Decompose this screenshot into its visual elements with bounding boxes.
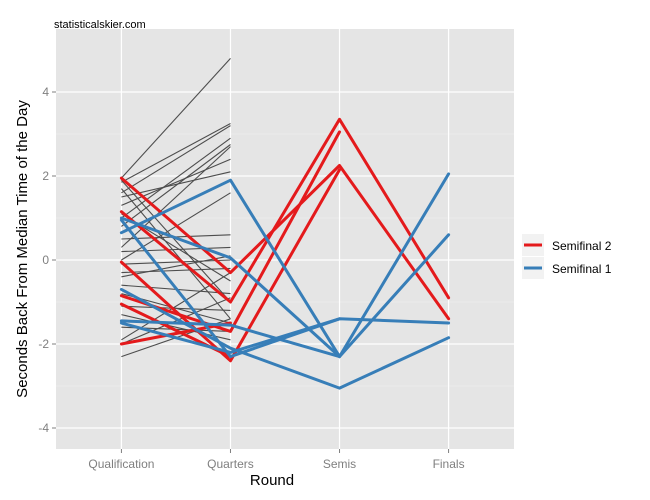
background-line	[121, 125, 231, 194]
y-tick-label: -4	[38, 421, 49, 435]
series-line-semifinal2	[119, 168, 341, 363]
y-tick-label: 4	[42, 85, 49, 99]
background-line	[121, 259, 231, 265]
series-line-semifinal1	[119, 172, 451, 359]
background-line	[121, 137, 231, 219]
y-tick-label: 0	[42, 253, 49, 267]
x-tick-label: Qualification	[88, 457, 154, 471]
background-line	[121, 146, 231, 248]
series-line-semifinal1	[119, 287, 451, 390]
background-line	[121, 158, 231, 206]
series-line-semifinal2	[119, 321, 232, 346]
series-line-semifinal1	[119, 317, 341, 354]
background-line	[120, 58, 231, 179]
background-line	[121, 255, 231, 278]
x-axis: Qualification Quarters Semis Finals	[88, 449, 465, 471]
x-tick-label: Finals	[433, 457, 465, 471]
series-line-semifinal1	[119, 178, 451, 359]
background-line	[121, 246, 231, 253]
background-lines	[120, 58, 231, 358]
series-line-semifinal2	[119, 164, 451, 321]
series-line-semifinal2	[119, 117, 451, 304]
background-line	[121, 123, 231, 183]
series-lines	[119, 117, 451, 390]
y-axis-title: Seconds Back From Median Time of the Day	[14, 100, 31, 398]
background-line	[121, 305, 231, 311]
series-line-semifinal1	[119, 319, 341, 359]
y-tick-label: 2	[42, 169, 49, 183]
x-axis-title: Round	[250, 472, 294, 489]
x-tick-label: Quarters	[207, 457, 254, 471]
legend-label-semifinal-2: Semifinal 2	[552, 239, 612, 253]
watermark: statisticalskier.com	[54, 19, 146, 31]
y-tick-label: -2	[38, 337, 49, 351]
legend-label-semifinal-1: Semifinal 1	[552, 262, 612, 276]
series-line-semifinal1	[119, 218, 451, 359]
background-line	[121, 297, 231, 345]
y-axis: -4 -2 0 2 4	[38, 85, 56, 435]
background-line	[121, 144, 231, 227]
background-line	[120, 179, 231, 303]
background-line	[120, 188, 231, 320]
background-line	[121, 267, 231, 274]
legend: Semifinal 2 Semifinal 1	[522, 234, 612, 279]
x-tick-label: Semis	[323, 457, 356, 471]
